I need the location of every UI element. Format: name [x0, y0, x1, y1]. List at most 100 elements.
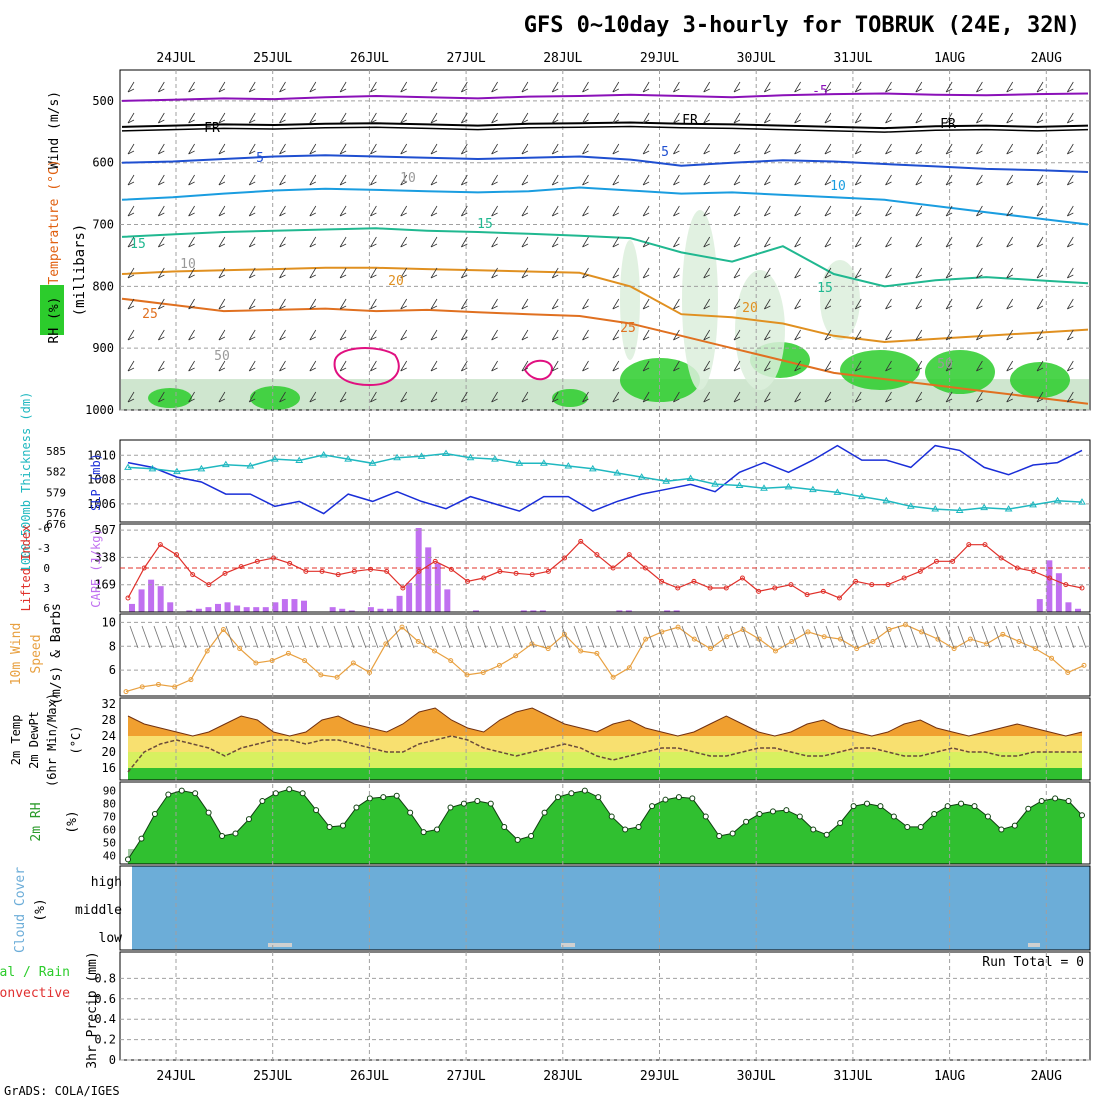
li-marker — [125, 595, 131, 601]
wind-barb — [976, 329, 983, 341]
rh-marker — [125, 856, 131, 863]
wind10-barb — [693, 625, 703, 649]
li-marker — [659, 578, 665, 584]
wind-barb — [430, 143, 438, 155]
li-marker — [756, 588, 762, 594]
thickness-marker — [1078, 498, 1086, 505]
wind10-marker — [545, 646, 551, 652]
li-marker — [1047, 575, 1053, 581]
wind-barb — [491, 267, 498, 279]
wind-barb — [551, 329, 559, 341]
cape-bar — [425, 547, 432, 612]
wind10-barb — [705, 625, 715, 649]
wind-barb — [642, 205, 650, 217]
wind-barb — [945, 267, 953, 279]
wind-barb — [309, 329, 317, 341]
wind10-barb — [357, 625, 367, 649]
cloud-level-label: high — [91, 875, 122, 890]
wind-barb — [794, 360, 801, 372]
wind10-barb — [369, 625, 379, 649]
cape-bar — [434, 563, 441, 612]
wind-barb — [915, 329, 923, 341]
wind-barb — [1066, 267, 1074, 279]
rh-marker — [971, 803, 978, 810]
wind-barb — [763, 81, 771, 93]
wind-barb — [248, 391, 256, 403]
wind-barb — [218, 329, 226, 341]
rh-contour-fill — [148, 388, 192, 408]
panel-frame-cloud — [119, 865, 1091, 951]
wind-barb — [370, 174, 377, 186]
rh-marker — [890, 813, 897, 820]
rh-marker — [944, 803, 951, 810]
wind10-barb — [909, 625, 919, 649]
rh-marker — [407, 809, 414, 816]
wind-barb — [460, 298, 468, 310]
wind-barb — [1036, 143, 1044, 155]
axis-label-temp-c: (6hr Min/Max) — [45, 693, 59, 787]
wind-barb — [945, 205, 953, 217]
wind-barb — [460, 360, 468, 372]
rh-marker — [460, 800, 467, 807]
wind-barb — [915, 81, 923, 93]
wind-barb — [521, 236, 529, 248]
rh-marker — [931, 810, 938, 817]
axis-label-precip-a: Total / Rain — [0, 965, 70, 980]
wind-barb — [400, 143, 408, 155]
cloud-low-patch — [561, 943, 575, 947]
wind-barb — [976, 236, 983, 248]
wind-barb — [491, 112, 498, 124]
rh-marker — [528, 833, 535, 840]
wind-barb — [339, 329, 347, 341]
rh-tick: 80 — [103, 798, 116, 811]
cape-bar — [262, 607, 269, 612]
wind-barb — [915, 112, 923, 124]
wind-barb — [460, 143, 468, 155]
pressure-tick: 500 — [92, 94, 114, 108]
wind10-barb — [585, 625, 595, 649]
wind10-line — [125, 624, 1085, 693]
wind-barb — [794, 236, 801, 248]
isotherm-label: 20 — [742, 301, 758, 316]
wind-barb — [642, 112, 650, 124]
wind-barb — [127, 112, 135, 124]
wind-barb — [127, 205, 135, 217]
wind10-barb — [213, 625, 223, 649]
wind-barb — [218, 205, 226, 217]
wind-barb — [491, 391, 498, 403]
cape-bar — [1055, 573, 1062, 612]
wind-barb — [1006, 360, 1014, 372]
thickness-marker — [906, 502, 915, 509]
wind-barb — [854, 112, 862, 124]
rh-legend-swatch — [40, 285, 64, 335]
cape-bar — [167, 602, 174, 612]
axis-label-lifted: Lifted Index — [19, 525, 33, 612]
wind-barb — [157, 174, 165, 186]
wind-barb — [1066, 360, 1074, 372]
wind10-barb — [549, 625, 559, 649]
wind-barb — [521, 174, 529, 186]
wind-barb — [885, 205, 892, 217]
wind10-barb — [1077, 625, 1087, 649]
date-label-bottom: 29JUL — [640, 1069, 679, 1084]
rh-marker — [434, 826, 441, 833]
cape-bar — [272, 602, 279, 612]
wind-barb — [248, 174, 256, 186]
wind10-barb — [453, 625, 463, 649]
wind-barb — [582, 174, 589, 186]
wind-barb — [218, 174, 226, 186]
rh-contour-fill — [682, 210, 718, 390]
thickness-marker — [442, 449, 450, 457]
temp-tick: 32 — [102, 697, 116, 711]
wind-barb — [885, 174, 892, 186]
pressure-tick: 800 — [92, 279, 114, 293]
wind10-marker — [1000, 631, 1006, 637]
thickness-marker — [491, 455, 499, 462]
wind-barb — [218, 236, 226, 248]
date-label-bottom: 25JUL — [253, 1069, 292, 1084]
li-marker — [901, 575, 907, 581]
isotherm-line — [121, 125, 1089, 133]
wind-barb — [763, 174, 771, 186]
thickness-marker — [760, 484, 768, 491]
wind-barb — [430, 329, 438, 341]
